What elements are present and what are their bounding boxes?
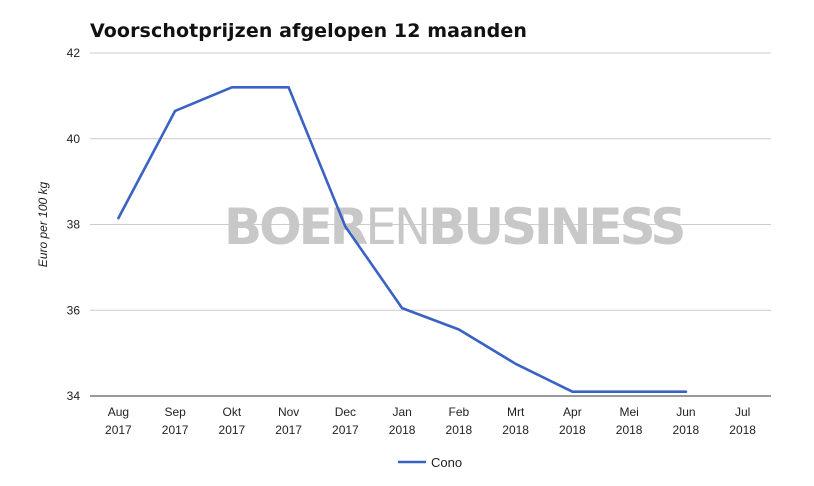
x-tick-label-month: Jul	[735, 405, 750, 419]
x-tick-label-year: 2018	[616, 423, 643, 437]
y-axis-label: Euro per 100 kg	[36, 181, 50, 267]
x-tick-label-month: Nov	[278, 405, 299, 419]
x-tick-label-month: Apr	[563, 405, 582, 419]
legend: Cono	[398, 455, 462, 470]
x-tick-label-year: 2017	[332, 423, 359, 437]
series-line-cono	[117, 86, 688, 393]
x-tick-label-month: Aug	[108, 405, 129, 419]
grid-layer	[90, 52, 771, 397]
x-tick-label-year: 2018	[446, 423, 473, 437]
series-layer	[117, 86, 688, 393]
x-tick-label-month: Mrt	[507, 405, 525, 419]
x-tick-label-year: 2018	[389, 423, 416, 437]
watermark: BOERENBUSINESS	[224, 198, 686, 256]
x-tick-label-month: Sep	[164, 405, 186, 419]
legend-label: Cono	[431, 455, 462, 470]
x-tick-label-year: 2018	[559, 423, 586, 437]
x-tick-label-year: 2017	[275, 423, 302, 437]
watermark-text: BOERENBUSINESS	[224, 198, 683, 256]
x-tick-label-year: 2017	[162, 423, 189, 437]
x-tick-label-year: 2018	[729, 423, 756, 437]
x-tick-label-month: Mei	[619, 405, 638, 419]
x-tick-label-month: Dec	[335, 405, 356, 419]
x-tick-label-year: 2017	[105, 423, 132, 437]
x-tick-label-month: Jun	[676, 405, 695, 419]
x-tick-label-month: Jan	[392, 405, 411, 419]
y-tick-label: 36	[67, 303, 81, 317]
watermark-part: EN	[365, 198, 428, 256]
x-tick-label-year: 2018	[502, 423, 529, 437]
x-tick-label-month: Feb	[449, 405, 470, 419]
chart-title: Voorschotprijzen afgelopen 12 maanden	[90, 20, 527, 42]
x-axis-ticks: Aug 2017 Sep 2017 Okt 2017 Nov 2017 Dec 2017 Jan 20…	[105, 405, 756, 437]
y-tick-label: 40	[67, 132, 81, 146]
y-tick-label: 42	[67, 46, 81, 60]
y-tick-label: 34	[67, 389, 81, 403]
y-axis-ticks: 34 36 38 40 42	[67, 46, 81, 403]
x-tick-label-year: 2018	[673, 423, 700, 437]
watermark-part: BUSINESS	[428, 198, 683, 256]
x-tick-label-year: 2017	[219, 423, 246, 437]
y-tick-label: 38	[67, 218, 81, 232]
x-tick-label-month: Okt	[223, 405, 242, 419]
